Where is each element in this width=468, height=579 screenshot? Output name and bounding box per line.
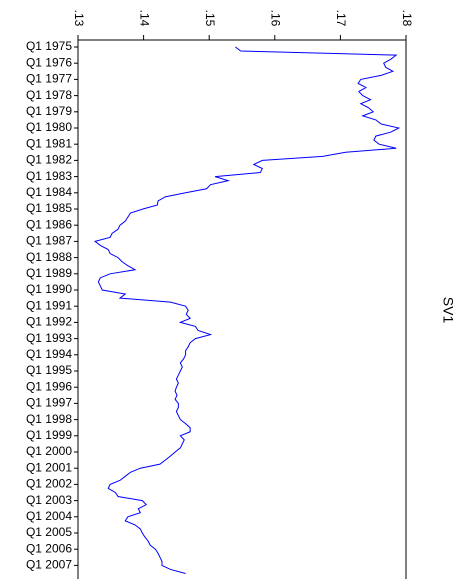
y-tick-label: Q1 1979 [26, 104, 72, 118]
y-tick-label: Q1 1981 [26, 136, 72, 150]
x-tick-label: .15 [203, 10, 217, 27]
y-tick-label: Q1 1998 [26, 412, 72, 426]
y-tick-label: Q1 1975 [26, 39, 72, 53]
y-tick-label: Q1 2007 [26, 558, 72, 572]
y-tick-label: Q1 1991 [26, 298, 72, 312]
chart-title: SV1 [440, 297, 456, 324]
x-tick-label: .14 [137, 10, 151, 27]
y-tick-label: Q1 1980 [26, 120, 72, 134]
y-tick-label: Q1 1988 [26, 250, 72, 264]
y-tick-label: Q1 1978 [26, 88, 72, 102]
x-tick-label: .18 [400, 10, 414, 27]
y-tick-label: Q1 1983 [26, 169, 72, 183]
y-tick-label: Q1 2000 [26, 444, 72, 458]
plot-frame [77, 39, 407, 579]
y-tick-label: Q1 2004 [26, 509, 72, 523]
y-tick-label: Q1 2002 [26, 477, 72, 491]
y-tick-label: Q1 2001 [26, 460, 72, 474]
x-tick-label: .17 [334, 10, 348, 27]
y-tick-label: Q1 1996 [26, 379, 72, 393]
y-tick-label: Q1 1995 [26, 363, 72, 377]
x-tick-label: .13 [72, 10, 86, 27]
y-tick-label: Q1 1992 [26, 315, 72, 329]
y-tick-label: Q1 1987 [26, 234, 72, 248]
y-tick-label: Q1 1986 [26, 217, 72, 231]
y-tick-label: Q1 1989 [26, 266, 72, 280]
y-tick-label: Q1 1984 [26, 185, 72, 199]
y-tick-label: Q1 1994 [26, 347, 72, 361]
y-tick-label: Q1 1977 [26, 72, 72, 86]
y-tick-label: Q1 1985 [26, 201, 72, 215]
y-tick-label: Q1 1993 [26, 331, 72, 345]
y-tick-label: Q1 1976 [26, 55, 72, 69]
y-tick-label: Q1 1997 [26, 396, 72, 410]
y-tick-label: Q1 2003 [26, 493, 72, 507]
y-tick-label: Q1 2005 [26, 525, 72, 539]
y-tick-label: Q1 1982 [26, 153, 72, 167]
y-tick-label: Q1 2006 [26, 541, 72, 555]
data-line [93, 46, 401, 574]
y-tick-label: Q1 1999 [26, 428, 72, 442]
y-tick-label: Q1 1990 [26, 282, 72, 296]
x-tick-label: .16 [269, 10, 283, 27]
